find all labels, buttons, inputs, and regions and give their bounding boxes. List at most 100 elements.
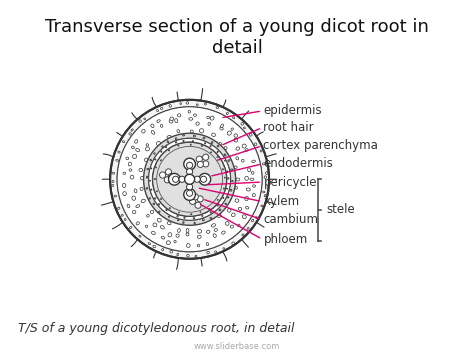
Ellipse shape (173, 176, 179, 182)
Ellipse shape (202, 154, 209, 160)
Ellipse shape (203, 137, 205, 139)
Ellipse shape (145, 158, 148, 162)
Ellipse shape (255, 217, 257, 218)
Ellipse shape (210, 146, 211, 147)
Ellipse shape (242, 144, 246, 148)
Ellipse shape (218, 214, 221, 218)
Ellipse shape (195, 255, 197, 257)
Ellipse shape (188, 110, 191, 113)
Ellipse shape (131, 129, 133, 131)
Ellipse shape (206, 242, 209, 246)
Ellipse shape (162, 248, 164, 251)
Ellipse shape (228, 197, 229, 198)
Ellipse shape (156, 191, 157, 192)
Ellipse shape (204, 103, 207, 105)
Ellipse shape (112, 180, 114, 182)
Text: xylem: xylem (264, 195, 300, 208)
Ellipse shape (264, 195, 266, 197)
Ellipse shape (255, 143, 257, 146)
Ellipse shape (187, 190, 192, 196)
Ellipse shape (187, 162, 192, 168)
Ellipse shape (187, 255, 189, 257)
Ellipse shape (186, 228, 189, 233)
Ellipse shape (244, 127, 246, 129)
Ellipse shape (200, 129, 204, 133)
Ellipse shape (177, 253, 179, 256)
Ellipse shape (112, 172, 115, 174)
Ellipse shape (161, 198, 162, 200)
Ellipse shape (152, 231, 155, 235)
Ellipse shape (237, 224, 240, 226)
Ellipse shape (200, 212, 201, 213)
Ellipse shape (178, 212, 180, 213)
Ellipse shape (160, 125, 163, 127)
Text: epidermis: epidermis (264, 104, 322, 118)
Ellipse shape (184, 158, 195, 170)
Ellipse shape (234, 138, 237, 142)
Ellipse shape (238, 207, 242, 211)
Ellipse shape (219, 143, 221, 145)
Ellipse shape (170, 117, 173, 120)
Ellipse shape (249, 133, 252, 136)
Ellipse shape (224, 147, 227, 149)
Ellipse shape (202, 219, 204, 221)
Ellipse shape (213, 234, 216, 237)
Ellipse shape (217, 145, 219, 147)
Ellipse shape (133, 154, 137, 159)
Ellipse shape (205, 143, 206, 144)
Ellipse shape (159, 211, 160, 213)
Ellipse shape (195, 202, 201, 208)
Ellipse shape (126, 157, 129, 160)
Ellipse shape (231, 128, 233, 130)
Ellipse shape (198, 235, 201, 239)
Ellipse shape (217, 199, 218, 201)
Ellipse shape (192, 194, 198, 200)
Ellipse shape (140, 187, 143, 191)
Ellipse shape (169, 119, 173, 123)
Ellipse shape (167, 222, 171, 225)
Ellipse shape (227, 171, 228, 172)
Ellipse shape (123, 172, 126, 174)
Ellipse shape (141, 199, 146, 203)
Ellipse shape (182, 222, 184, 223)
Ellipse shape (151, 189, 152, 190)
Ellipse shape (157, 218, 161, 222)
Ellipse shape (242, 215, 246, 219)
Ellipse shape (230, 225, 234, 228)
Ellipse shape (212, 133, 215, 136)
Ellipse shape (193, 218, 195, 219)
Ellipse shape (189, 118, 193, 120)
Ellipse shape (131, 146, 134, 149)
Ellipse shape (210, 212, 211, 213)
Ellipse shape (246, 188, 250, 191)
Ellipse shape (161, 236, 165, 239)
Ellipse shape (114, 195, 117, 197)
Text: pericycle: pericycle (264, 176, 317, 189)
Ellipse shape (178, 145, 179, 146)
Ellipse shape (148, 243, 151, 245)
Ellipse shape (177, 219, 179, 221)
Ellipse shape (177, 215, 178, 217)
Ellipse shape (151, 168, 152, 169)
Ellipse shape (265, 172, 268, 174)
Ellipse shape (220, 127, 223, 130)
Ellipse shape (194, 176, 201, 182)
Ellipse shape (168, 216, 170, 217)
Ellipse shape (184, 189, 195, 200)
Ellipse shape (161, 151, 162, 152)
Ellipse shape (214, 229, 218, 231)
Ellipse shape (190, 130, 193, 133)
Ellipse shape (196, 122, 199, 125)
Ellipse shape (225, 222, 229, 225)
Ellipse shape (241, 122, 244, 125)
Ellipse shape (210, 152, 211, 153)
Ellipse shape (236, 157, 239, 160)
Ellipse shape (116, 159, 118, 161)
Ellipse shape (192, 141, 193, 142)
Ellipse shape (170, 250, 173, 253)
Text: cambium: cambium (264, 213, 319, 226)
Ellipse shape (130, 175, 134, 179)
Ellipse shape (241, 159, 244, 162)
Ellipse shape (169, 105, 171, 107)
Ellipse shape (146, 187, 148, 189)
